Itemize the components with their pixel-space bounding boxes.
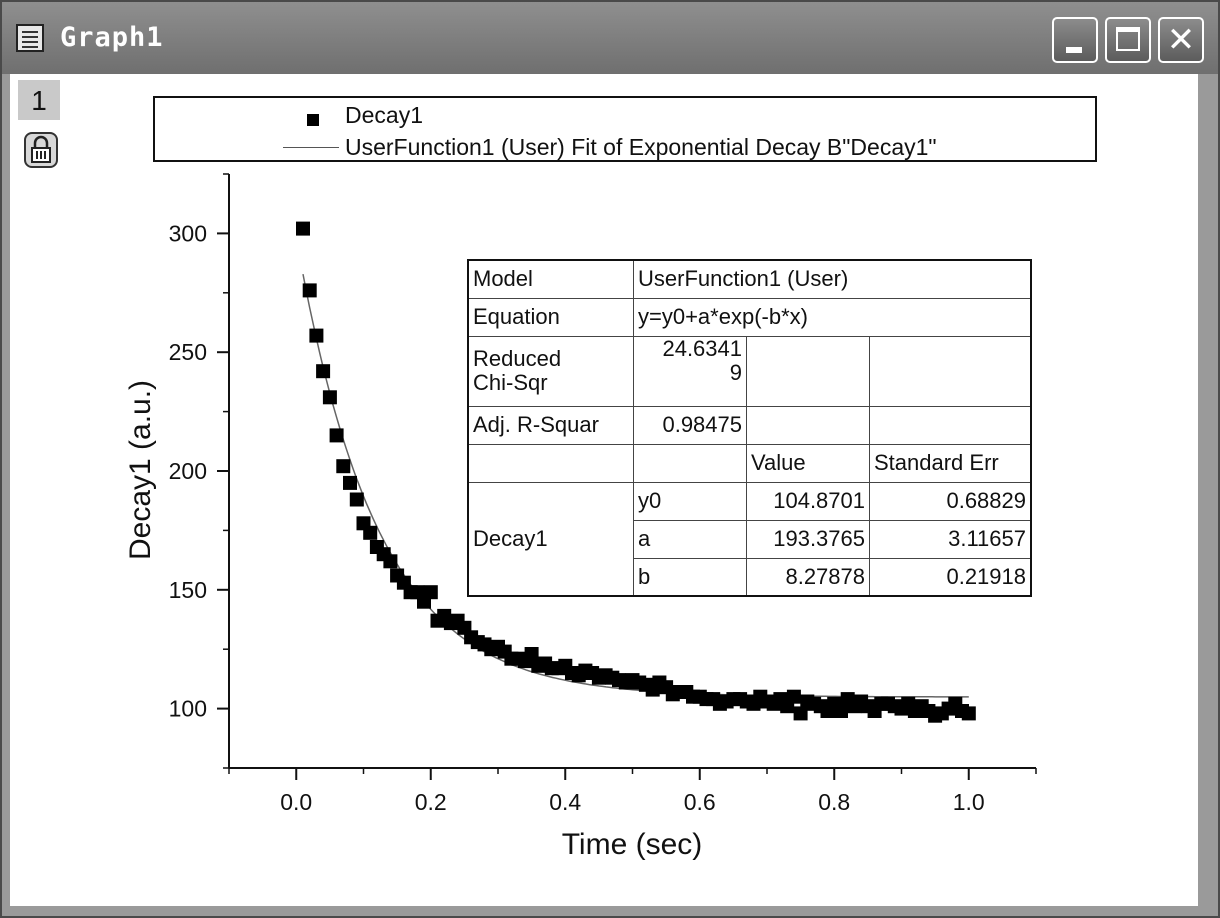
data-point [363,525,378,540]
close-icon: ✕ [1166,20,1196,60]
chi-sqr-label-line2: Chi-Sqr [473,370,548,395]
minimize-button[interactable] [1052,17,1098,63]
data-point [296,221,310,236]
x-tick-label: 0.0 [280,789,312,815]
graph-window-icon [16,24,44,52]
value-column-header: Value [746,443,870,483]
equation-value: y=y0+a*exp(-b*x) [633,297,1032,337]
param-error: 0.21918 [869,557,1032,597]
legend-entry-data: Decay1 [345,102,423,128]
data-point [302,283,317,298]
x-tick-label: 0.4 [549,789,581,815]
param-value: 193.3765 [746,519,870,559]
data-point [961,706,976,721]
y-axis-label: Decay1 (a.u.) [124,380,157,560]
param-value: 104.8701 [746,481,870,521]
data-point [834,704,848,718]
dataset-name: Decay1 [467,481,634,597]
chi-sqr-value-line2: 9 [729,359,742,385]
empty-cell [746,405,870,445]
x-tick-label: 0.2 [415,789,447,815]
x-tick-label: 1.0 [953,789,985,815]
empty-cell [467,443,634,483]
y-tick-label: 200 [169,458,207,484]
empty-cell [869,405,1032,445]
legend-marker-line [283,147,339,148]
model-value: UserFunction1 (User) [633,259,1032,299]
y-tick-label: 150 [169,577,207,603]
data-point [316,364,331,379]
param-error: 0.68829 [869,481,1032,521]
y-tick-label: 300 [169,220,207,246]
param-value: 8.27878 [746,557,870,597]
axes: 0.0 0.2 0.4 0.6 0.8 1.0 100 150 200 250 300 [169,173,1037,815]
data-point [329,428,344,443]
lock-icon[interactable] [24,132,58,168]
data-point [423,585,438,600]
data-point [383,554,398,569]
model-label: Model [467,259,634,299]
title-bar[interactable]: Graph1 ✕ [2,2,1218,74]
y-tick-label: 100 [169,696,207,722]
maximize-icon [1116,27,1140,51]
legend-entry-fit: UserFunction1 (User) Fit of Exponential … [345,134,937,160]
fit-results-table[interactable]: Model UserFunction1 (User) Equation y=y0… [467,259,1032,597]
standard-error-column-header: Standard Err [869,443,1032,483]
x-axis-label: Time (sec) [562,828,703,861]
data-point [524,647,539,661]
x-tick-label: 0.6 [684,789,716,815]
chi-sqr-label-line1: Reduced [473,346,562,371]
data-point [349,492,364,507]
equation-label: Equation [467,297,634,337]
data-point [793,706,808,721]
legend-marker-square [307,114,319,126]
data-point [309,328,324,343]
chi-sqr-label: Reduced Chi-Sqr [467,335,634,407]
chi-sqr-value-line1: 24.6341 [662,335,742,361]
window-title: Graph1 [60,22,164,53]
param-name: y0 [633,481,747,521]
x-tick-label: 0.8 [818,789,850,815]
layer-tab[interactable]: 1 [18,80,60,120]
data-point [336,459,351,474]
maximize-button[interactable] [1105,17,1151,63]
data-points [296,221,976,723]
empty-cell [869,335,1032,407]
y-tick-label: 250 [169,339,207,365]
adj-r-square-value: 0.98475 [633,405,747,445]
chi-sqr-value: 24.6341 9 [633,335,747,407]
data-point [786,689,801,704]
param-name: b [633,557,747,597]
param-error: 3.11657 [869,519,1032,559]
empty-cell [633,443,747,483]
minimize-icon [1066,47,1082,53]
adj-r-square-label: Adj. R-Squar [467,405,634,445]
empty-cell [746,335,870,407]
legend[interactable]: Decay1 UserFunction1 (User) Fit of Expon… [153,96,1097,162]
data-point [343,475,357,490]
data-point [322,390,337,405]
close-button[interactable]: ✕ [1158,17,1204,63]
param-name: a [633,519,747,559]
